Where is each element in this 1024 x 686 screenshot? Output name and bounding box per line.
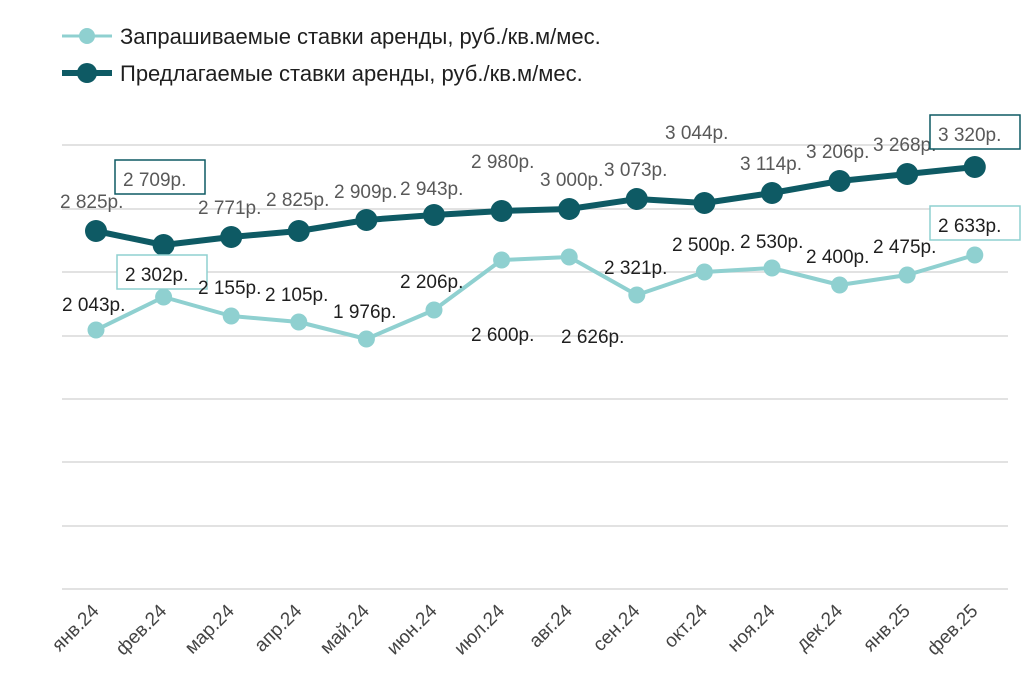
data-label: 2 709р. <box>123 170 186 191</box>
data-point <box>966 246 984 264</box>
x-tick-label: апр.24 <box>251 600 307 656</box>
data-label: 2 600р. <box>471 325 534 346</box>
data-label: 2 909р. <box>334 182 397 203</box>
data-point <box>222 307 240 325</box>
highlight-box <box>114 159 206 195</box>
data-point <box>963 156 986 178</box>
data-point <box>85 220 107 242</box>
data-label: 2 825р. <box>266 190 329 211</box>
series-line-0 <box>95 253 976 341</box>
x-tick-label: май.24 <box>316 600 374 658</box>
legend-marker-0 <box>79 28 95 44</box>
data-label: 1 976р. <box>333 302 396 323</box>
highlight-box <box>116 254 208 290</box>
data-label: 2 043р. <box>62 295 125 316</box>
x-tick-label: июл.24 <box>450 600 509 659</box>
data-point <box>625 188 648 210</box>
data-point <box>357 330 375 348</box>
x-tick-label: фев.24 <box>112 600 171 659</box>
data-labels: 2 043р.2 302р. 2 155р. 2 105р.1 976р.2 206… <box>60 114 1021 348</box>
data-label: 2 302р. <box>125 265 188 286</box>
x-tick-label: авг.24 <box>525 600 577 652</box>
highlight-box <box>929 114 1021 150</box>
data-point <box>152 234 175 256</box>
data-point <box>490 200 513 222</box>
data-point <box>628 286 646 304</box>
data-point <box>155 288 173 306</box>
x-axis: янв.24 фев.24 мар.24 апр.24 май.24 июн.24 июл.… <box>48 600 982 660</box>
legend-label-0: Запрашиваемые ставки аренды, руб./кв.м/м… <box>120 24 601 49</box>
data-point <box>693 192 716 214</box>
data-label: 3 044р. <box>665 123 728 144</box>
x-tick-label: фев.25 <box>923 601 982 660</box>
data-label: 2 530р. <box>740 232 803 253</box>
legend: Запрашиваемые ставки аренды, руб./кв.м/м… <box>62 24 601 86</box>
data-label: 2 633р. <box>938 216 1001 237</box>
x-tick-label: янв.25 <box>859 601 914 656</box>
data-point <box>898 266 916 284</box>
data-point <box>423 204 445 226</box>
data-label: 2 500р. <box>672 235 735 256</box>
data-point <box>425 301 443 319</box>
data-point <box>558 198 581 220</box>
data-point <box>287 220 310 242</box>
x-tick-label: янв.24 <box>48 600 104 656</box>
data-point <box>493 251 511 269</box>
data-label: 3 073р. <box>604 160 667 181</box>
data-label: 2 321р. <box>604 258 667 279</box>
data-label: 2 155р. <box>198 278 261 299</box>
data-label: 2 626р. <box>561 327 624 348</box>
data-point <box>761 182 783 204</box>
data-point <box>87 321 105 339</box>
data-point <box>896 163 919 185</box>
x-tick-label: мар.24 <box>181 600 239 658</box>
x-tick-label: окт.24 <box>660 600 712 652</box>
data-point <box>355 209 378 231</box>
data-label: 2 400р. <box>806 247 869 268</box>
data-label: 2 825р. <box>60 192 123 213</box>
x-tick-label: ноя.24 <box>724 600 780 656</box>
data-label: 2 105р. <box>265 285 328 306</box>
data-label: 2 943р. <box>400 179 463 200</box>
legend-marker-1 <box>77 63 97 83</box>
data-label: 2 206р. <box>400 272 463 293</box>
legend-label-1: Предлагаемые ставки аренды, руб./кв.м/ме… <box>120 61 583 86</box>
data-label: 3 320р. <box>938 125 1001 146</box>
data-point <box>560 248 578 266</box>
data-label: 3 206р. <box>806 142 869 163</box>
data-point <box>220 226 243 248</box>
series-layer <box>85 156 986 348</box>
data-label: 3 268р. <box>873 135 936 156</box>
data-point <box>290 313 308 331</box>
data-point <box>831 276 849 294</box>
data-label: 3 114р. <box>740 154 802 175</box>
series-line-1 <box>95 164 976 248</box>
x-tick-label: сен.24 <box>589 600 644 655</box>
data-point <box>695 263 713 281</box>
data-point <box>763 259 781 277</box>
x-tick-label: июн.24 <box>383 600 442 659</box>
gridlines <box>62 144 1008 590</box>
highlight-box <box>929 205 1021 241</box>
data-label: 2 475р. <box>873 237 936 258</box>
x-tick-label: дек.24 <box>792 600 847 655</box>
data-label: 2 771р. <box>198 198 261 219</box>
data-point <box>828 170 851 192</box>
data-label: 3 000р. <box>540 170 603 191</box>
data-label: 2 980р. <box>471 152 534 173</box>
